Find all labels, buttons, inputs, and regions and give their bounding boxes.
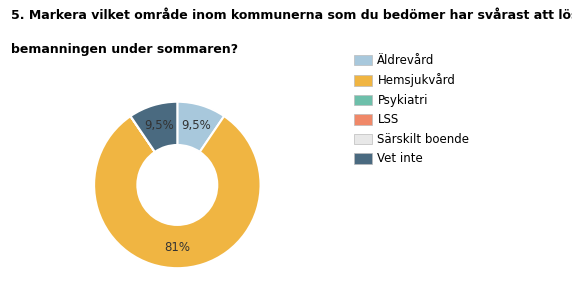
Text: bemanningen under sommaren?: bemanningen under sommaren? [11,43,239,56]
Wedge shape [130,116,155,152]
Text: 5. Markera vilket område inom kommunerna som du bedömer har svårast att lösa: 5. Markera vilket område inom kommunerna… [11,9,572,22]
Legend: Äldrevård, Hemsjukvård, Psykiatri, LSS, Särskilt boende, Vet inte: Äldrevård, Hemsjukvård, Psykiatri, LSS, … [349,49,474,170]
Text: 9,5%: 9,5% [144,119,174,132]
Wedge shape [130,102,177,152]
Wedge shape [177,102,224,152]
Wedge shape [94,116,261,268]
Text: 9,5%: 9,5% [181,119,210,132]
Wedge shape [130,116,155,152]
Wedge shape [130,116,155,152]
Text: 81%: 81% [164,241,190,254]
